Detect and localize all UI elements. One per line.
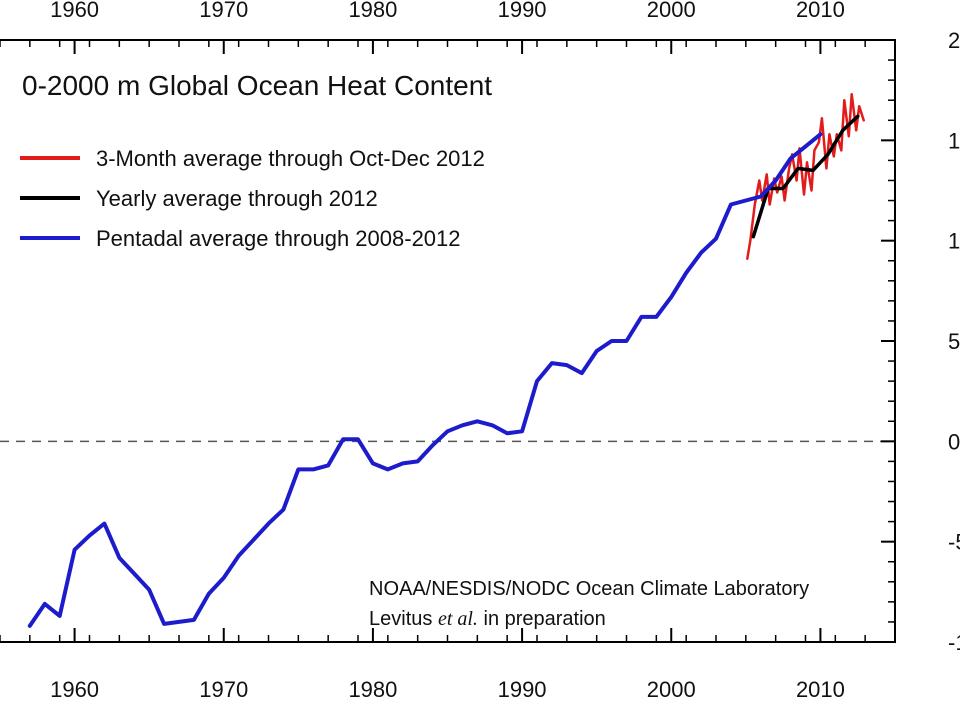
x-tick-label-top: 1960 xyxy=(50,0,99,22)
y-tick-label: 10 xyxy=(948,229,960,254)
credit-annotation: NOAA/NESDIS/NODC Ocean Climate Laborator… xyxy=(369,578,809,630)
y-tick-label: 15 xyxy=(948,128,960,153)
credit-suffix: in preparation xyxy=(484,608,606,630)
y-tick-label: 5 xyxy=(948,329,960,354)
x-tick-label-top: 2010 xyxy=(796,0,845,22)
series-3-month-line xyxy=(746,92,865,260)
axis-ticks xyxy=(0,39,896,643)
plot-frame xyxy=(0,39,896,643)
series-pentadal-line xyxy=(27,132,823,628)
x-tick-label-bottom: 2000 xyxy=(647,677,696,702)
x-tick-label-bottom: 2010 xyxy=(796,677,845,702)
legend-label-pentadal: Pentadal average through 2008-2012 xyxy=(96,226,461,251)
x-tick-label-bottom: 1980 xyxy=(348,677,397,702)
chart-title: 0-2000 m Global Ocean Heat Content xyxy=(22,70,492,101)
x-tick-label-top: 1980 xyxy=(348,0,397,22)
credit-author: Levitus xyxy=(369,608,432,630)
y-tick-label: 20 xyxy=(948,28,960,53)
legend-label-yearly: Yearly average through 2012 xyxy=(96,186,378,211)
x-tick-label-bottom: 1970 xyxy=(199,677,248,702)
credit-line-2: Levitus et al. in preparation xyxy=(369,608,606,630)
series-layer xyxy=(27,92,865,628)
credit-etal: et al. xyxy=(438,608,478,630)
y-tick-label: -5 xyxy=(948,530,960,555)
y-tick-label: -10 xyxy=(948,630,960,655)
credit-line-1: NOAA/NESDIS/NODC Ocean Climate Laborator… xyxy=(369,578,809,600)
legend-label-3-month: 3-Month average through Oct-Dec 2012 xyxy=(96,146,485,171)
x-tick-label-top: 2000 xyxy=(647,0,696,22)
x-tick-label-bottom: 1960 xyxy=(50,677,99,702)
x-tick-label-top: 1970 xyxy=(199,0,248,22)
y-tick-label: 0 xyxy=(948,429,960,454)
x-tick-label-bottom: 1990 xyxy=(498,677,547,702)
legend: 3-Month average through Oct-Dec 2012 Yea… xyxy=(20,146,485,251)
axis-tick-labels: 1960 1960 1970 1970 1980 1980 1990 1990 2000 2000… xyxy=(50,0,960,702)
x-tick-label-top: 1990 xyxy=(498,0,547,22)
